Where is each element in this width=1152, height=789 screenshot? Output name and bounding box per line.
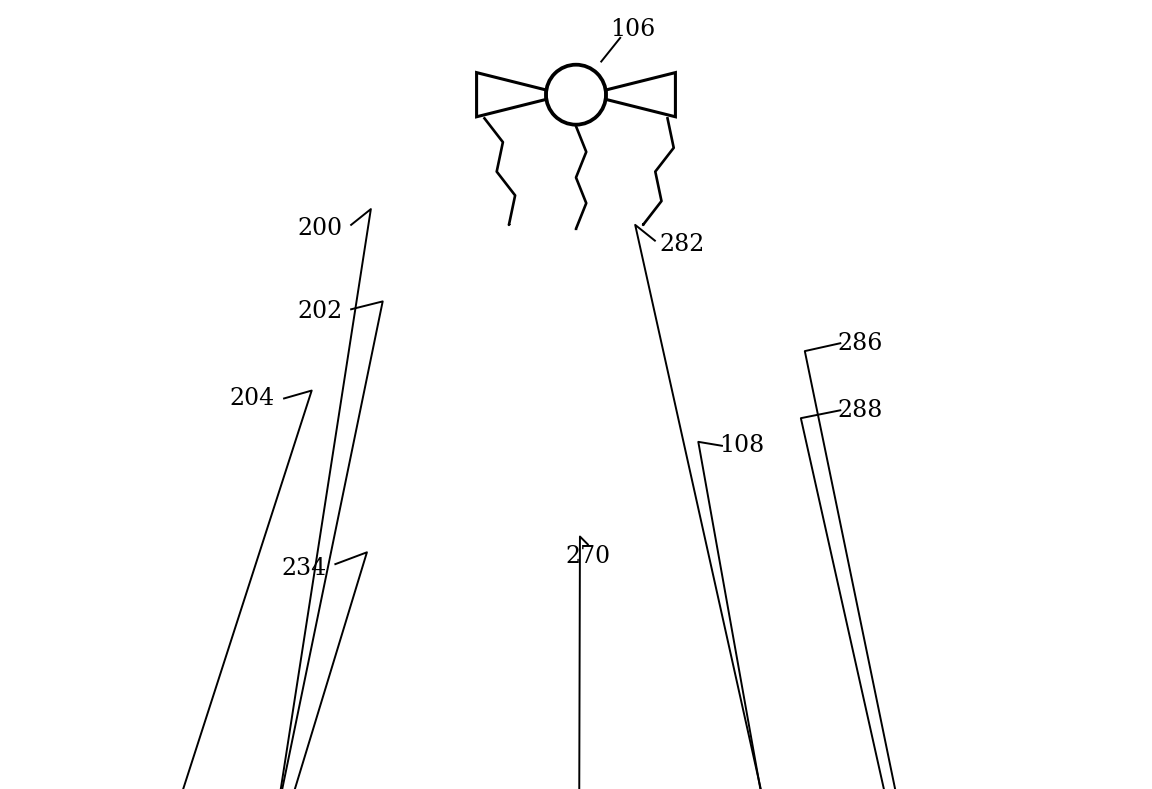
Text: 282: 282 (660, 233, 705, 256)
Text: 200: 200 (297, 217, 342, 241)
Text: 106: 106 (611, 18, 655, 42)
Text: 288: 288 (838, 398, 882, 422)
Text: 108: 108 (719, 434, 764, 458)
Text: 270: 270 (566, 544, 611, 568)
Text: 234: 234 (281, 556, 326, 580)
Text: 202: 202 (297, 300, 342, 323)
Text: 286: 286 (838, 331, 882, 355)
Text: 204: 204 (230, 387, 275, 410)
